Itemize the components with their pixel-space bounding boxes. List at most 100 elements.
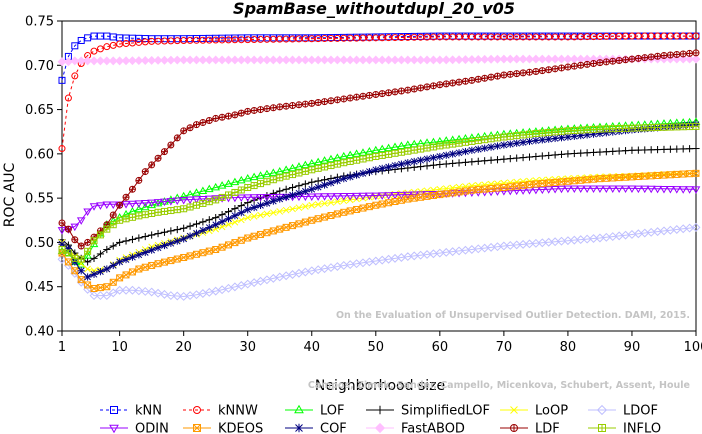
data-point	[218, 113, 226, 121]
data-point	[96, 45, 104, 53]
data-point	[96, 250, 105, 258]
legend-label: ODIN	[135, 422, 169, 434]
data-point	[327, 199, 335, 206]
data-point	[493, 188, 502, 196]
data-point	[231, 218, 239, 226]
data-point	[448, 190, 457, 198]
data-point	[96, 284, 104, 292]
data-point	[474, 186, 482, 194]
data-point	[218, 211, 226, 219]
data-point	[160, 207, 168, 215]
data-point	[301, 187, 309, 195]
data-point	[160, 198, 169, 207]
data-point	[77, 260, 85, 268]
data-point	[397, 191, 406, 200]
data-point	[397, 148, 405, 156]
data-point	[487, 156, 495, 164]
data-point	[116, 238, 124, 247]
data-point	[57, 57, 67, 67]
data-point	[385, 163, 393, 171]
data-point	[281, 55, 291, 65]
data-point	[532, 67, 540, 75]
legend-label: LoOP	[535, 404, 568, 419]
data-point	[180, 127, 188, 135]
data-point	[538, 179, 546, 187]
data-point	[295, 169, 303, 177]
data-point	[154, 229, 162, 238]
data-point	[378, 90, 386, 98]
data-point	[403, 55, 413, 65]
data-point	[57, 227, 67, 235]
data-point	[217, 55, 227, 65]
data-point	[249, 172, 259, 181]
data-point	[551, 134, 559, 143]
data-point	[423, 192, 431, 200]
data-point	[71, 72, 79, 80]
data-point	[332, 55, 342, 65]
data-point	[192, 196, 201, 204]
data-point	[448, 55, 458, 65]
data-point	[249, 55, 259, 65]
chart-title: SpamBase_withoutdupl_20_v05	[233, 0, 515, 18]
data-point	[205, 198, 213, 206]
data-point	[160, 148, 168, 156]
data-point	[505, 240, 515, 250]
data-point	[455, 159, 463, 167]
data-point	[243, 174, 253, 182]
x-tick-label: 60	[432, 340, 449, 355]
data-point	[429, 154, 438, 162]
data-point	[563, 236, 573, 246]
data-point	[596, 148, 604, 156]
data-point	[186, 203, 194, 211]
data-point	[647, 53, 655, 61]
data-point	[263, 199, 271, 207]
data-point	[237, 209, 245, 217]
data-point	[582, 185, 592, 194]
data-point	[602, 148, 610, 156]
data-point	[167, 207, 175, 215]
data-point	[634, 146, 642, 154]
legend-marker	[510, 424, 518, 432]
data-point	[301, 193, 310, 202]
data-point	[493, 184, 501, 192]
data-point	[320, 181, 329, 189]
data-point	[135, 212, 143, 220]
legend-item-simplifiedlof: SimplifiedLOF	[366, 404, 490, 419]
data-point	[340, 197, 348, 205]
data-point	[172, 197, 182, 206]
data-point	[282, 102, 290, 110]
series-fastabod	[57, 54, 701, 67]
data-point	[167, 227, 175, 235]
data-point	[225, 221, 232, 228]
legend-item-odin: ODIN	[100, 422, 169, 434]
data-point	[493, 156, 502, 164]
data-point	[116, 201, 124, 209]
data-point	[403, 191, 413, 200]
data-point	[115, 285, 125, 295]
data-point	[231, 204, 239, 213]
data-point	[268, 55, 278, 65]
data-point	[244, 184, 252, 192]
data-point	[148, 161, 156, 169]
data-point	[339, 151, 349, 160]
data-point	[109, 221, 117, 229]
data-point	[313, 193, 323, 201]
x-tick-label: 70	[496, 340, 513, 355]
data-point	[467, 55, 477, 64]
data-point	[185, 196, 195, 205]
data-point	[160, 258, 168, 266]
data-point	[512, 187, 522, 196]
data-point	[192, 188, 201, 196]
data-point	[141, 211, 149, 219]
data-point	[468, 146, 476, 154]
data-point	[455, 149, 463, 157]
data-point	[563, 185, 573, 194]
data-point	[653, 185, 662, 194]
data-point	[281, 165, 291, 173]
watermark-line-2: Campos, Zimek, Sander, Campello, Micenko…	[308, 380, 690, 391]
data-point	[282, 193, 290, 201]
data-point	[499, 54, 509, 64]
data-point	[244, 234, 252, 242]
data-point	[224, 179, 233, 187]
legend-item-ldof: LDOF	[588, 404, 658, 419]
